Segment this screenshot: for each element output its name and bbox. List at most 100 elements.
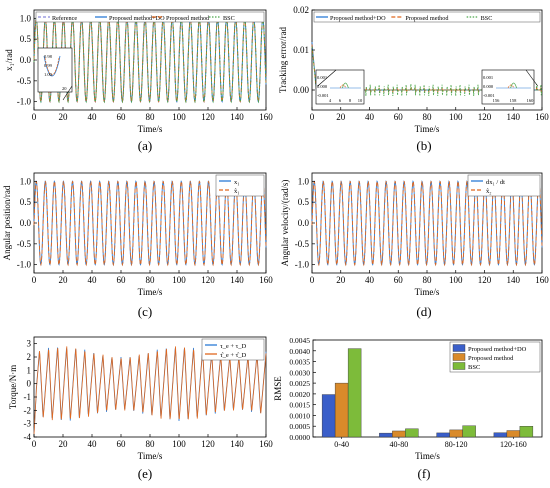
bar (493, 432, 508, 438)
x-tick-label: 100 (449, 112, 463, 122)
x-tick-label: 60 (117, 112, 127, 122)
y-tick-label: 0.0 (20, 218, 32, 228)
x-tick-label: 0 (310, 112, 315, 122)
x-tick-label: 60 (394, 112, 404, 122)
inset-tick-label: 158 (510, 98, 518, 103)
bar (379, 432, 393, 438)
x-tick-label: 160 (535, 275, 549, 285)
legend-label: dx₁ / dt (486, 179, 505, 186)
y-tick-label: 0.0020 (289, 390, 310, 399)
x-tick-label: 80 (423, 112, 433, 122)
x-tick-label: 140 (230, 275, 244, 285)
y-tick-label: 0.5 (298, 197, 310, 207)
y-tick-label: -0.5 (295, 239, 310, 249)
inset-curve (507, 84, 515, 89)
x-tick-label: 120 (201, 275, 215, 285)
x-tick-label: 20 (59, 439, 69, 449)
panel-caption: (a) (138, 138, 152, 153)
y-tick-label: 0.0045 (289, 336, 310, 345)
x-tick-label: 20 (336, 112, 346, 122)
inset-tick-label: 1.00 (44, 72, 53, 77)
panel-caption: (f) (418, 466, 431, 481)
y-tick-label: -1 (24, 392, 32, 402)
x-tick-label: 0 (310, 275, 315, 285)
x-tick-label: 160 (259, 112, 273, 122)
x-tick-label: 40 (88, 112, 98, 122)
panel-caption: (b) (416, 138, 431, 153)
legend-label: Proposed method (166, 15, 210, 22)
x-tick-label: 40 (88, 275, 98, 285)
legend-box (215, 174, 265, 197)
bar (449, 429, 463, 438)
x-tick-label: 120 (478, 275, 492, 285)
inset-frame (481, 69, 535, 105)
bar (405, 428, 419, 438)
x-tick-label: 40 (88, 439, 98, 449)
inset-frame (37, 47, 73, 93)
y-tick-label: 0.0040 (289, 347, 310, 356)
series-group (33, 346, 267, 435)
legend-label: BSC (468, 364, 480, 371)
x-tick-label: 160 (259, 275, 273, 285)
inset-pointer (317, 69, 337, 87)
bar (334, 382, 349, 438)
legend-swatch (452, 353, 466, 361)
inset-curve (342, 82, 349, 89)
inset-tick-label: 156 (493, 98, 501, 103)
x-tick-label: 120 (478, 112, 492, 122)
y-axis-label: Angular velocity/(rad/s) (280, 180, 290, 267)
inset-tick-label: 0.000 (317, 84, 328, 89)
y-tick-label: 0.0035 (289, 358, 310, 367)
inset-curve (339, 84, 347, 89)
series-line (33, 17, 267, 104)
y-tick-label: 0.02 (293, 5, 309, 15)
panel-caption: (e) (138, 466, 152, 481)
x-tick-label: 40-80 (390, 440, 409, 449)
bar (436, 432, 450, 438)
y-tick-label: -1.0 (17, 97, 32, 107)
inset-tick-label: 0.000 (483, 84, 494, 89)
x-tick-label: 120-160 (500, 440, 527, 449)
x-tick-label: 120 (201, 112, 215, 122)
bar (519, 426, 534, 438)
y-tick-label: 0.01 (293, 45, 309, 55)
inset-frame (315, 69, 365, 105)
x-tick-label: 0-40 (334, 440, 349, 449)
legend-label: Reference (52, 15, 77, 22)
legend-label: Proposed method+DO (109, 15, 165, 22)
legend-label: x̂₁ (234, 188, 240, 195)
y-tick-label: 1 (27, 365, 32, 375)
bar (506, 430, 521, 438)
x-axis-label: Time/s (415, 451, 440, 461)
x-tick-label: 140 (507, 275, 521, 285)
y-axis-label: RMSE (273, 376, 283, 401)
x-tick-label: 160 (535, 112, 549, 122)
legend-label: BSC (223, 15, 235, 22)
inset-curve (44, 57, 60, 76)
legend-label: τ_e + τ_D (220, 343, 247, 350)
x-tick-label: 40 (365, 275, 375, 285)
inset-curve (510, 82, 517, 89)
x-tick-label: 80-120 (445, 440, 468, 449)
x-tick-label: 120 (201, 439, 215, 449)
y-tick-label: 0.0000 (289, 433, 310, 442)
inset-tick-label: 160 (527, 98, 535, 103)
y-tick-label: 1.0 (298, 176, 310, 186)
panel-caption: (c) (138, 304, 152, 319)
x-axis-label: Time/s (138, 124, 163, 134)
x-axis-label: Time/s (415, 287, 440, 297)
x-tick-label: 0 (32, 112, 37, 122)
series-line (33, 346, 267, 435)
y-tick-label: -1.0 (17, 260, 32, 270)
x-tick-label: 60 (394, 275, 404, 285)
y-tick-label: 1.0 (20, 176, 32, 186)
legend-box (467, 174, 541, 197)
x-tick-label: 100 (172, 275, 186, 285)
y-tick-label: -4 (24, 432, 32, 442)
y-axis-label: x₁/rad (4, 49, 14, 71)
inset-pointer (525, 69, 538, 87)
legend-label: Proposed method+DO (468, 346, 527, 353)
x-tick-label: 100 (449, 275, 463, 285)
y-tick-label: 0.5 (20, 34, 32, 44)
x-tick-label: 100 (172, 112, 186, 122)
